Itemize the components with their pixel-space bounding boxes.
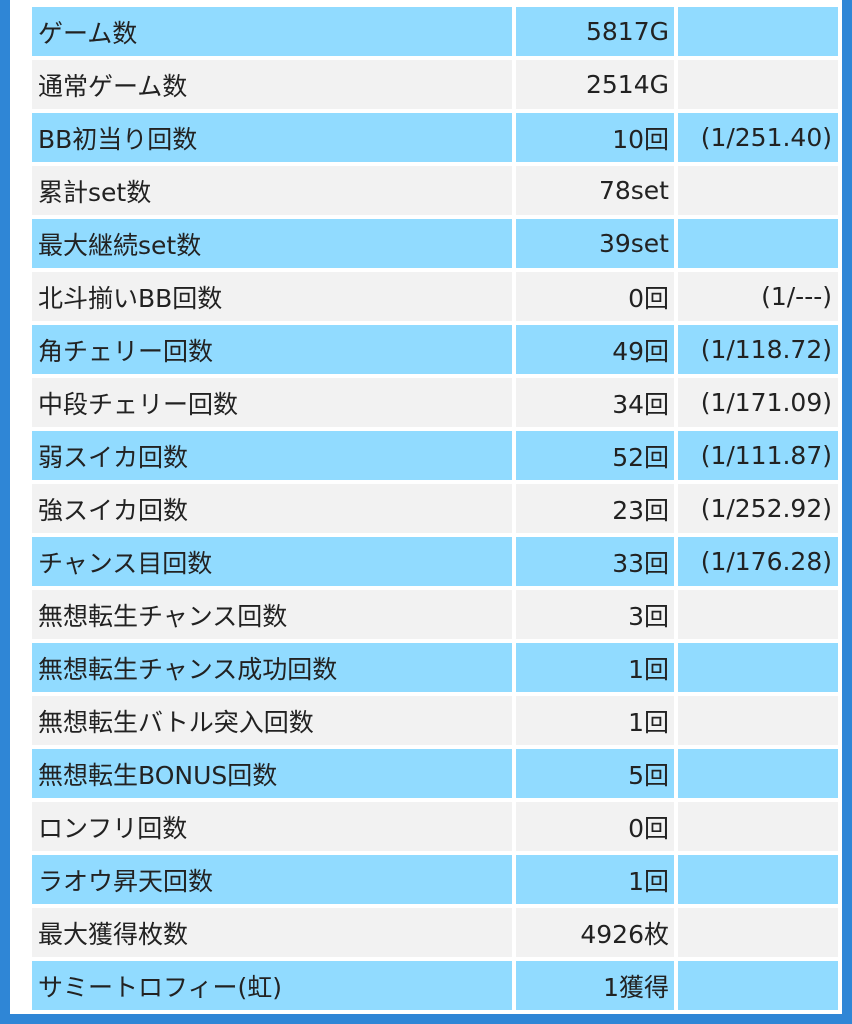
row-label: 弱スイカ回数 — [32, 431, 512, 480]
table-row: 無想転生バトル突入回数 1回 — [32, 696, 838, 745]
row-ratio: (1/251.40) — [678, 113, 838, 162]
row-ratio — [678, 696, 838, 745]
row-label: 中段チェリー回数 — [32, 378, 512, 427]
table-row: 角チェリー回数 49回 (1/118.72) — [32, 325, 838, 374]
row-value: 52回 — [516, 431, 674, 480]
row-value: 4926枚 — [516, 908, 674, 957]
row-value: 5817G — [516, 7, 674, 56]
row-label: ラオウ昇天回数 — [32, 855, 512, 904]
table-row: 累計set数 78set — [32, 166, 838, 215]
table-row: 最大獲得枚数 4926枚 — [32, 908, 838, 957]
row-label: 無想転生チャンス成功回数 — [32, 643, 512, 692]
row-label: 無想転生チャンス回数 — [32, 590, 512, 639]
row-label: 角チェリー回数 — [32, 325, 512, 374]
row-value: 33回 — [516, 537, 674, 586]
row-value: 1獲得 — [516, 961, 674, 1010]
table-row: 最大継続set数 39set — [32, 219, 838, 268]
row-label: サミートロフィー(虹) — [32, 961, 512, 1010]
row-label: 強スイカ回数 — [32, 484, 512, 533]
row-label: 最大獲得枚数 — [32, 908, 512, 957]
row-ratio: (1/176.28) — [678, 537, 838, 586]
row-ratio: (1/118.72) — [678, 325, 838, 374]
row-value: 2514G — [516, 60, 674, 109]
table-row: 中段チェリー回数 34回 (1/171.09) — [32, 378, 838, 427]
row-ratio — [678, 219, 838, 268]
table-row: サミートロフィー(虹) 1獲得 — [32, 961, 838, 1010]
row-value: 0回 — [516, 272, 674, 321]
table-row: 無想転生チャンス回数 3回 — [32, 590, 838, 639]
row-value: 5回 — [516, 749, 674, 798]
row-ratio: (1/171.09) — [678, 378, 838, 427]
row-ratio: (1/252.92) — [678, 484, 838, 533]
row-value: 10回 — [516, 113, 674, 162]
row-value: 1回 — [516, 696, 674, 745]
row-ratio: (1/111.87) — [678, 431, 838, 480]
row-value: 3回 — [516, 590, 674, 639]
row-value: 1回 — [516, 643, 674, 692]
row-label: チャンス目回数 — [32, 537, 512, 586]
table-row: ラオウ昇天回数 1回 — [32, 855, 838, 904]
row-ratio — [678, 7, 838, 56]
row-label: 無想転生BONUS回数 — [32, 749, 512, 798]
row-value: 39set — [516, 219, 674, 268]
table-row: ゲーム数 5817G — [32, 7, 838, 56]
row-label: 累計set数 — [32, 166, 512, 215]
row-ratio — [678, 908, 838, 957]
row-label: 最大継続set数 — [32, 219, 512, 268]
row-ratio — [678, 60, 838, 109]
table-row: 弱スイカ回数 52回 (1/111.87) — [32, 431, 838, 480]
row-ratio — [678, 855, 838, 904]
table-row: 無想転生BONUS回数 5回 — [32, 749, 838, 798]
table-row: 通常ゲーム数 2514G — [32, 60, 838, 109]
table-row: 強スイカ回数 23回 (1/252.92) — [32, 484, 838, 533]
row-ratio — [678, 166, 838, 215]
row-label: ロンフリ回数 — [32, 802, 512, 851]
table-row: チャンス目回数 33回 (1/176.28) — [32, 537, 838, 586]
table-row: BB初当り回数 10回 (1/251.40) — [32, 113, 838, 162]
row-value: 0回 — [516, 802, 674, 851]
row-value: 49回 — [516, 325, 674, 374]
row-ratio: (1/---) — [678, 272, 838, 321]
row-label: 無想転生バトル突入回数 — [32, 696, 512, 745]
row-ratio — [678, 749, 838, 798]
row-value: 23回 — [516, 484, 674, 533]
row-label: 北斗揃いBB回数 — [32, 272, 512, 321]
row-value: 1回 — [516, 855, 674, 904]
row-ratio — [678, 961, 838, 1010]
row-label: 通常ゲーム数 — [32, 60, 512, 109]
row-value: 34回 — [516, 378, 674, 427]
row-ratio — [678, 590, 838, 639]
table-row: 北斗揃いBB回数 0回 (1/---) — [32, 272, 838, 321]
row-value: 78set — [516, 166, 674, 215]
row-ratio — [678, 643, 838, 692]
table-row: ロンフリ回数 0回 — [32, 802, 838, 851]
stats-table: ゲーム数 5817G 通常ゲーム数 2514G BB初当り回数 10回 (1/2… — [28, 3, 842, 1014]
row-label: BB初当り回数 — [32, 113, 512, 162]
row-label: ゲーム数 — [32, 7, 512, 56]
table-row: 無想転生チャンス成功回数 1回 — [32, 643, 838, 692]
row-ratio — [678, 802, 838, 851]
